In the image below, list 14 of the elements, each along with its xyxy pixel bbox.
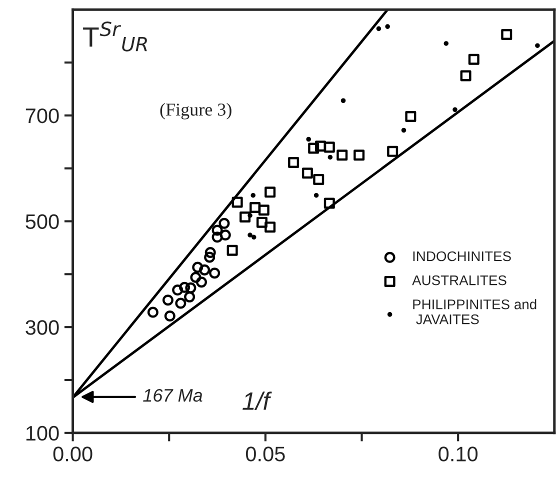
y-axis-title: T$^{Sr}$$_{UR}$ [83,22,147,52]
x-tick-label: 0.10 [438,446,478,462]
y-tick-label: 700 [26,108,59,124]
y-tick-label: 100 [26,426,59,441]
y-tick-label: 500 [26,214,59,230]
legend-label: PHILIPPINITES and JAVAITES [413,299,536,324]
y-tick-label: 300 [26,320,59,335]
annotation: 167 Ma [143,388,202,402]
x-axis-title: 1/f [242,392,272,410]
x-tick-label: 0.05 [246,446,285,462]
legend-label: AUSTRALITES [412,275,506,286]
annotation: (Figure 3) [160,102,232,120]
legend-label: INDOCHINITES [413,251,511,262]
x-tick-label: 0.00 [53,446,92,462]
